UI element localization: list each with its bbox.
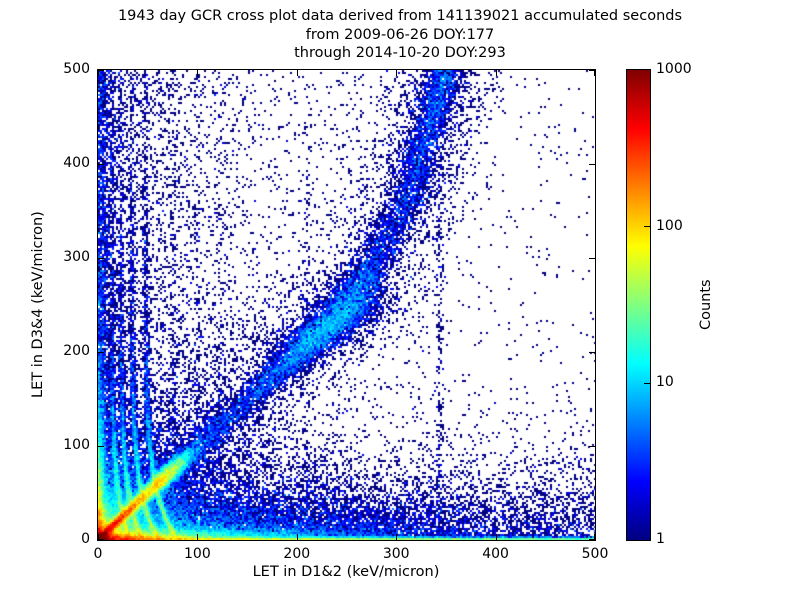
x-tick-mark [495,534,497,540]
x-tick-mark [495,70,497,76]
x-tick-mark [296,70,298,76]
x-tick-mark [594,70,595,76]
x-tick-mark [197,534,199,540]
y-tick-label: 200 [63,343,90,359]
y-tick-mark [589,352,595,353]
y-tick-mark [589,446,595,447]
y-tick-label: 100 [63,437,90,453]
x-tick-mark [98,70,99,76]
x-tick-label: 200 [283,546,311,562]
y-tick-label: 500 [63,61,90,77]
y-tick-label: 300 [63,249,90,265]
colorbar [626,69,651,541]
plot-area [97,69,596,541]
y-tick-mark [98,352,104,353]
y-tick-label: 400 [63,155,90,171]
colorbar-tick-label: 100 [656,217,683,234]
y-tick-mark [589,258,595,259]
colorbar-tick-label: 1000 [656,61,692,77]
colorbar-tick-mark [644,382,650,384]
y-tick-mark [98,164,104,165]
x-tick-mark [396,534,398,540]
x-tick-mark [98,534,99,540]
colorbar-tick-label: 10 [656,374,674,391]
x-tick-label: 100 [184,546,211,562]
y-tick-mark [589,70,595,71]
colorbar-label: Counts [698,279,714,331]
y-axis-label: LET in D3&4 (keV/micron) [30,211,46,399]
y-tick-label: 0 [81,531,90,547]
colorbar-tick-label: 1 [656,531,665,547]
x-tick-label: 0 [93,546,103,562]
y-tick-mark [98,258,104,259]
x-tick-label: 500 [581,546,609,562]
x-tick-mark [296,534,298,540]
x-tick-label: 400 [482,546,509,562]
colorbar-gradient [627,70,650,540]
y-tick-mark [98,539,104,540]
x-tick-mark [396,70,398,76]
y-tick-mark [98,70,104,71]
plot-subtitle-through: through 2014-10-20 DOY:293 [294,45,506,61]
heatmap-canvas [98,70,595,540]
y-tick-mark [589,164,595,165]
x-tick-mark [594,534,595,540]
x-tick-mark [197,70,199,76]
x-axis-label: LET in D1&2 (keV/micron) [252,564,440,580]
y-tick-mark [589,539,595,540]
y-tick-mark [98,446,104,447]
plot-title: 1943 day GCR cross plot data derived fro… [117,8,683,24]
x-tick-label: 300 [382,546,410,562]
plot-subtitle-from: from 2009-06-26 DOY:177 [305,27,495,43]
colorbar-tick-mark [644,226,650,228]
